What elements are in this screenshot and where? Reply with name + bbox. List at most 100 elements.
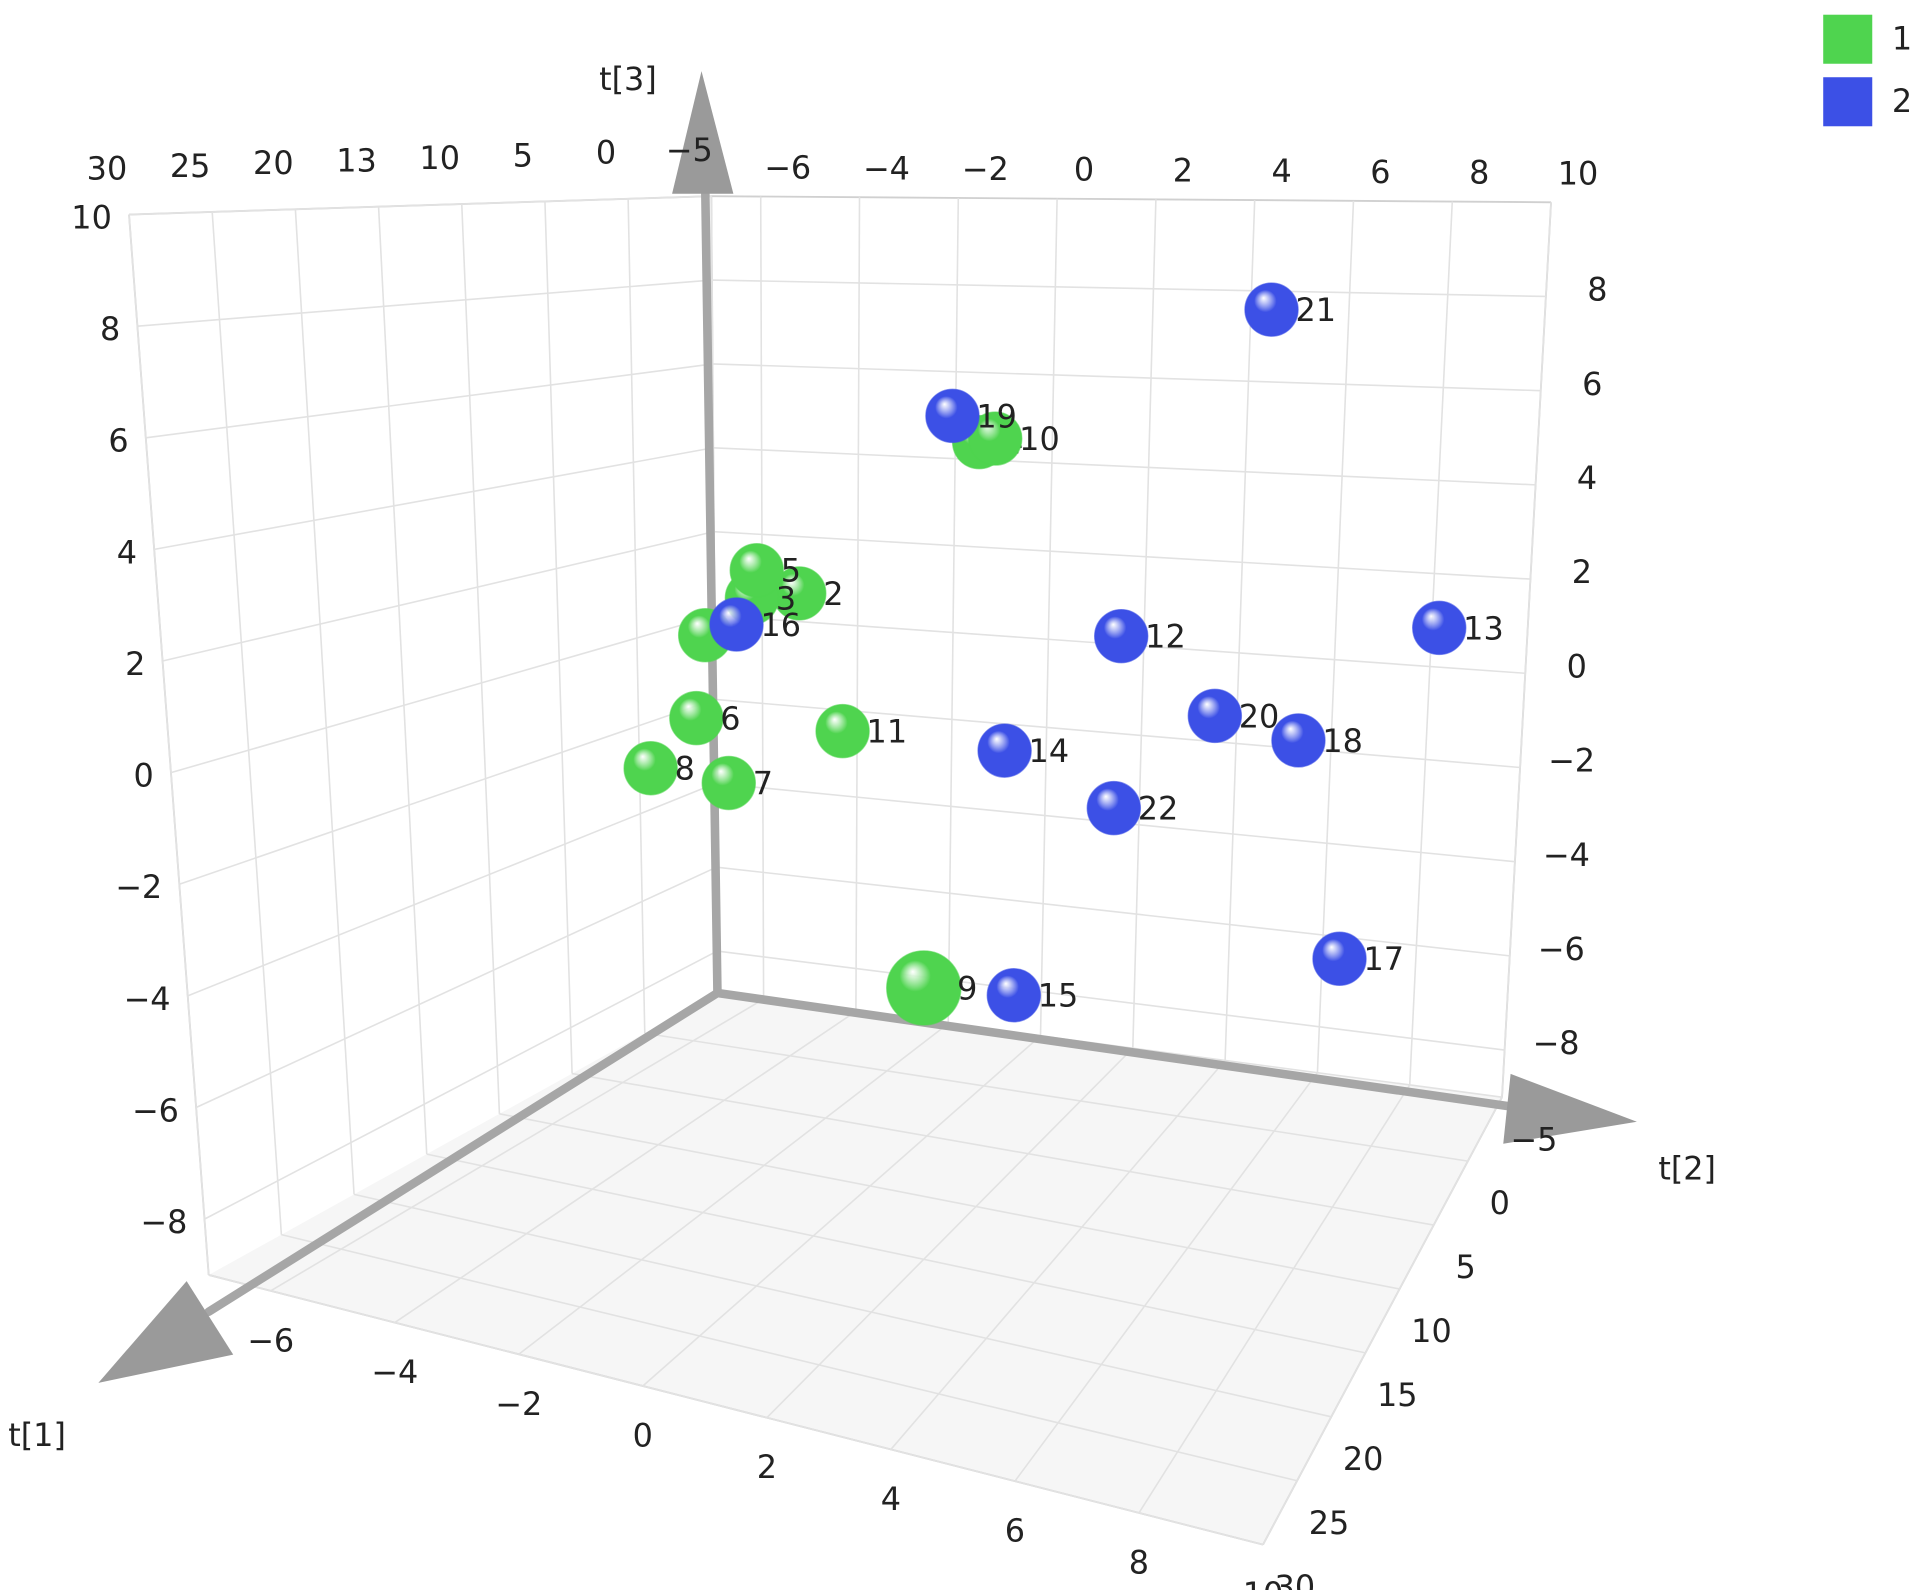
- data-point: [1412, 600, 1467, 656]
- tick-label: 4: [1272, 152, 1292, 190]
- tick-label: 20: [1343, 1440, 1384, 1478]
- tick-labels: −6−4−20246810−6−4−20246810−5051015202530…: [71, 131, 1607, 1590]
- grid-line: [179, 698, 716, 886]
- point-label: 19: [976, 397, 1017, 435]
- grid-line: [195, 866, 717, 1109]
- y-axis-line: [713, 988, 1519, 1112]
- grid-line: [377, 206, 428, 1155]
- tick-label: 15: [1377, 1376, 1418, 1414]
- data-point: [1271, 713, 1326, 768]
- grid-line: [499, 1113, 1400, 1290]
- grid-line: [712, 363, 1541, 392]
- legend-label: 1: [1892, 19, 1912, 57]
- tick-label: 4: [1577, 459, 1597, 497]
- tick-label: −4: [863, 149, 910, 187]
- grid-line: [1014, 1072, 1319, 1482]
- grid-line: [128, 214, 210, 1276]
- tick-label: 8: [1469, 154, 1489, 192]
- grid-line: [1316, 200, 1355, 1073]
- data-point: [968, 411, 1023, 466]
- data-point: [701, 755, 756, 811]
- tick-label: 4: [881, 1480, 901, 1518]
- tick-label: 5: [1455, 1248, 1475, 1286]
- tick-label: −4: [371, 1353, 418, 1391]
- grid-line: [294, 209, 355, 1195]
- tick-label: 20: [253, 144, 294, 182]
- tick-label: −4: [124, 980, 171, 1018]
- grid-line: [426, 1153, 1366, 1354]
- grid-line: [204, 950, 718, 1220]
- grid-line: [711, 279, 1546, 298]
- point-label: 10: [1019, 420, 1060, 458]
- point-label: 9: [957, 969, 977, 1007]
- y-axis-title: t[2]: [1658, 1150, 1716, 1188]
- point-label: 17: [1363, 940, 1404, 978]
- point-label: 12: [1145, 618, 1186, 656]
- grid-line: [211, 211, 283, 1235]
- point-label: 15: [1038, 977, 1079, 1015]
- floor-panel: [208, 992, 1503, 1545]
- x-axis-arrow: [98, 1281, 234, 1383]
- grid-line: [713, 530, 1531, 580]
- point-label: 22: [1138, 790, 1179, 828]
- grid-line: [544, 201, 573, 1074]
- grid-line: [890, 1059, 1226, 1450]
- data-point: [986, 968, 1042, 1023]
- data-point: [815, 703, 870, 759]
- grid-line: [460, 203, 501, 1114]
- point-label: 16: [760, 606, 801, 644]
- data-point: [1086, 780, 1142, 836]
- data-point: [977, 723, 1032, 778]
- tick-label: 2: [757, 1448, 777, 1486]
- tick-label: −2: [962, 150, 1009, 188]
- tick-label: 8: [1587, 271, 1607, 309]
- x-axis-line: [204, 988, 722, 1317]
- data-point: [1312, 931, 1367, 987]
- z-axis-line: [700, 179, 722, 998]
- tick-label: −8: [1533, 1024, 1580, 1062]
- data-point: [886, 950, 962, 1026]
- grid-line: [518, 1023, 949, 1355]
- tick-label: 0: [1567, 647, 1587, 685]
- legend: 12: [1823, 14, 1912, 127]
- tick-label: −6: [764, 149, 811, 187]
- grid-line: [1501, 202, 1552, 1098]
- grid-line: [154, 446, 714, 551]
- grid-line: [128, 195, 712, 216]
- tick-label: 6: [1370, 153, 1390, 191]
- tick-label: 10: [1411, 1312, 1452, 1350]
- tick-label: 0: [633, 1416, 653, 1454]
- axes: [98, 71, 1637, 1383]
- tick-label: 2: [125, 645, 145, 683]
- grid-line: [270, 998, 765, 1292]
- point-label: 2: [823, 575, 843, 613]
- grid-line: [644, 1032, 1469, 1162]
- grid-line: [170, 614, 715, 774]
- tick-label: 0: [1490, 1184, 1510, 1222]
- grid-line: [187, 782, 717, 997]
- grid-line: [281, 1233, 1298, 1482]
- legend-swatch: [1823, 77, 1873, 127]
- tick-label: 10: [419, 139, 460, 177]
- tick-label: 30: [1275, 1568, 1316, 1590]
- grid-line: [571, 1072, 1434, 1226]
- data-point: [669, 690, 724, 746]
- point-label: 14: [1029, 732, 1070, 770]
- data-point: [709, 597, 764, 652]
- grid-line: [713, 446, 1536, 486]
- point-label: 7: [753, 764, 773, 802]
- tick-label: 0: [596, 134, 616, 172]
- data-point: [1244, 282, 1299, 337]
- tick-label: −2: [495, 1385, 542, 1423]
- tick-label: 25: [170, 147, 211, 185]
- tick-label: −8: [140, 1203, 187, 1241]
- grid-line: [137, 279, 713, 327]
- tick-label: −6: [247, 1321, 294, 1359]
- tick-label: −6: [132, 1091, 179, 1129]
- x-axis-title: t[1]: [8, 1416, 66, 1454]
- tick-label: 4: [117, 533, 137, 571]
- tick-label: −2: [1548, 742, 1595, 780]
- grid-line: [162, 530, 715, 662]
- grid-line: [717, 950, 1505, 1051]
